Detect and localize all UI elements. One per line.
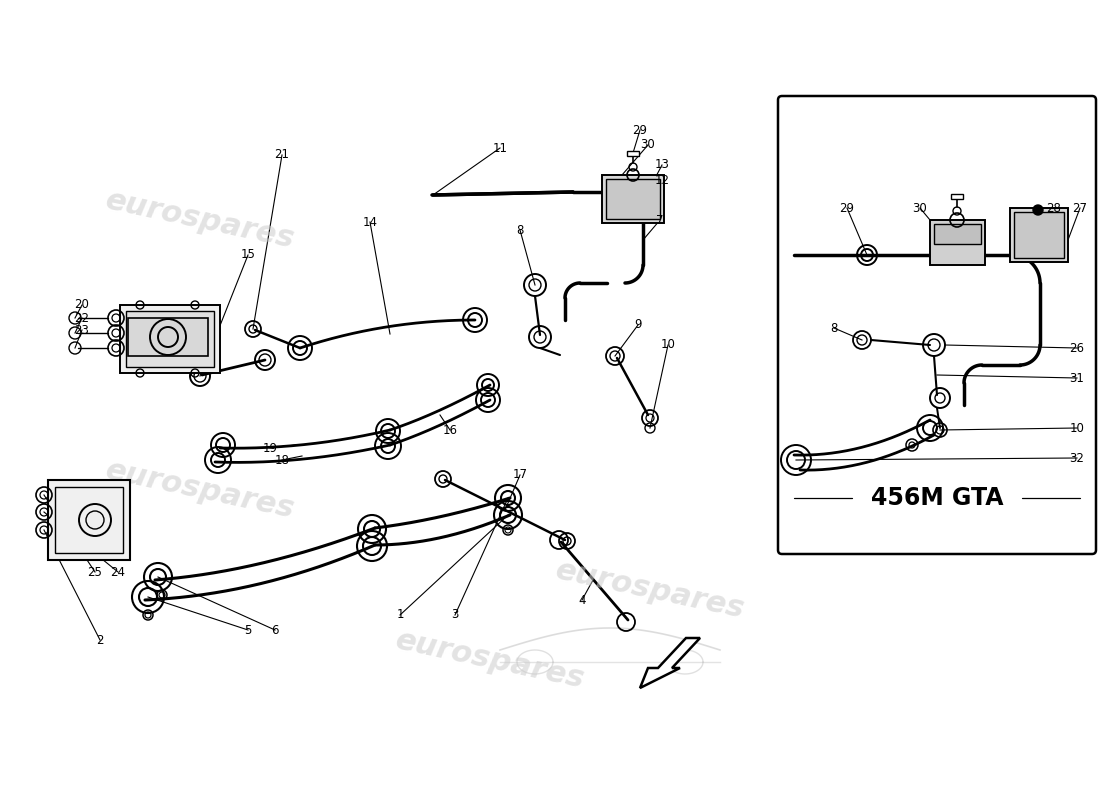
Bar bbox=[930, 220, 984, 265]
Text: 3: 3 bbox=[451, 609, 459, 622]
Bar bbox=[1010, 208, 1068, 262]
Text: 10: 10 bbox=[661, 338, 675, 351]
Text: 12: 12 bbox=[654, 174, 670, 186]
Text: 10: 10 bbox=[1069, 422, 1085, 434]
Text: 6: 6 bbox=[272, 623, 278, 637]
Text: 32: 32 bbox=[1069, 451, 1085, 465]
Text: 7: 7 bbox=[657, 214, 663, 226]
Circle shape bbox=[1033, 205, 1043, 215]
Text: 14: 14 bbox=[363, 215, 377, 229]
Text: 15: 15 bbox=[241, 249, 255, 262]
Text: 23: 23 bbox=[75, 323, 89, 337]
Text: 29: 29 bbox=[632, 123, 648, 137]
Text: 30: 30 bbox=[640, 138, 656, 151]
Text: eurospares: eurospares bbox=[552, 556, 747, 624]
Bar bbox=[126, 311, 214, 367]
Text: 2: 2 bbox=[97, 634, 103, 646]
Text: 456M GTA: 456M GTA bbox=[871, 486, 1003, 510]
Bar bbox=[952, 194, 962, 199]
Text: eurospares: eurospares bbox=[102, 456, 297, 524]
Bar bbox=[1014, 212, 1064, 258]
Bar bbox=[934, 224, 981, 244]
FancyBboxPatch shape bbox=[778, 96, 1096, 554]
Bar bbox=[120, 305, 220, 373]
Polygon shape bbox=[640, 638, 700, 688]
Text: 1: 1 bbox=[396, 609, 404, 622]
Text: 24: 24 bbox=[110, 566, 125, 578]
Text: 26: 26 bbox=[1069, 342, 1085, 354]
Bar bbox=[627, 151, 639, 156]
Text: 9: 9 bbox=[635, 318, 641, 331]
Text: 27: 27 bbox=[1072, 202, 1088, 214]
Text: 29: 29 bbox=[839, 202, 855, 214]
Text: 17: 17 bbox=[513, 469, 528, 482]
Text: 11: 11 bbox=[493, 142, 507, 154]
Text: 8: 8 bbox=[830, 322, 838, 334]
Text: 20: 20 bbox=[75, 298, 89, 311]
Bar bbox=[602, 175, 664, 223]
Text: 13: 13 bbox=[654, 158, 670, 171]
Text: 19: 19 bbox=[263, 442, 277, 454]
Bar bbox=[48, 480, 130, 560]
Text: 30: 30 bbox=[913, 202, 927, 214]
Bar bbox=[128, 318, 208, 356]
Text: 4: 4 bbox=[579, 594, 585, 606]
Text: 25: 25 bbox=[88, 566, 102, 578]
Text: 8: 8 bbox=[516, 223, 524, 237]
Bar bbox=[606, 179, 660, 219]
Text: 31: 31 bbox=[1069, 371, 1085, 385]
Text: eurospares: eurospares bbox=[102, 186, 297, 254]
Text: eurospares: eurospares bbox=[393, 626, 587, 694]
Text: 18: 18 bbox=[275, 454, 289, 466]
Text: 21: 21 bbox=[275, 149, 289, 162]
Text: 22: 22 bbox=[75, 311, 89, 325]
Text: 28: 28 bbox=[1046, 202, 1062, 214]
Text: 5: 5 bbox=[244, 623, 252, 637]
Text: 16: 16 bbox=[442, 423, 458, 437]
Bar bbox=[55, 487, 123, 553]
